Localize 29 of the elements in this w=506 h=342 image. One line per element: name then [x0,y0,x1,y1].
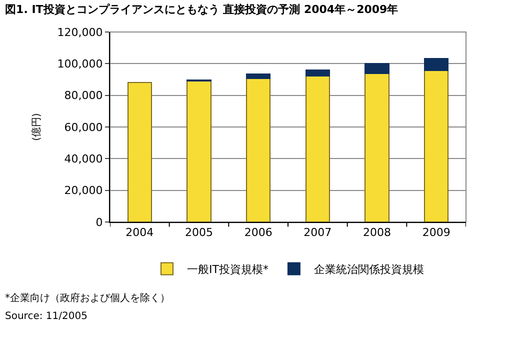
bar [246,74,271,80]
bar [305,70,330,76]
x-tick-label: 2005 [185,226,213,240]
legend-label: 企業統治関係投資規模 [314,263,424,276]
bar [246,78,271,222]
y-tick-label: 80,000 [64,89,103,102]
source-note: Source: 11/2005 [5,311,88,322]
y-tick-label: 0 [96,216,103,229]
x-tick-label: 2006 [244,226,272,240]
bar [424,70,449,222]
y-tick-label: 120,000 [57,26,103,39]
y-tick-label: 40,000 [64,152,103,166]
bar [364,63,390,74]
x-tick-label: 2007 [304,226,332,240]
legend-label: 一般IT投資規模* [187,263,269,276]
bar [186,80,212,222]
chart-title: 図1. IT投資とコンプライアンスにともなう 直接投資の予測 2004年～2009年 [5,2,398,16]
y-axis-title: (億円) [30,113,42,141]
x-tick-label: 2004 [126,226,154,240]
y-tick-label: 60,000 [64,120,103,134]
bar [305,75,330,222]
bar [364,72,390,222]
bar [424,58,449,72]
y-tick-label: 100,000 [57,58,103,71]
text: *企業向け（政府および個人を除く） [5,292,170,304]
y-tick-label: 20,000 [64,184,103,198]
x-tick-label: 2008 [363,226,391,240]
x-tick-label: 2009 [422,226,450,240]
bar [127,82,152,222]
